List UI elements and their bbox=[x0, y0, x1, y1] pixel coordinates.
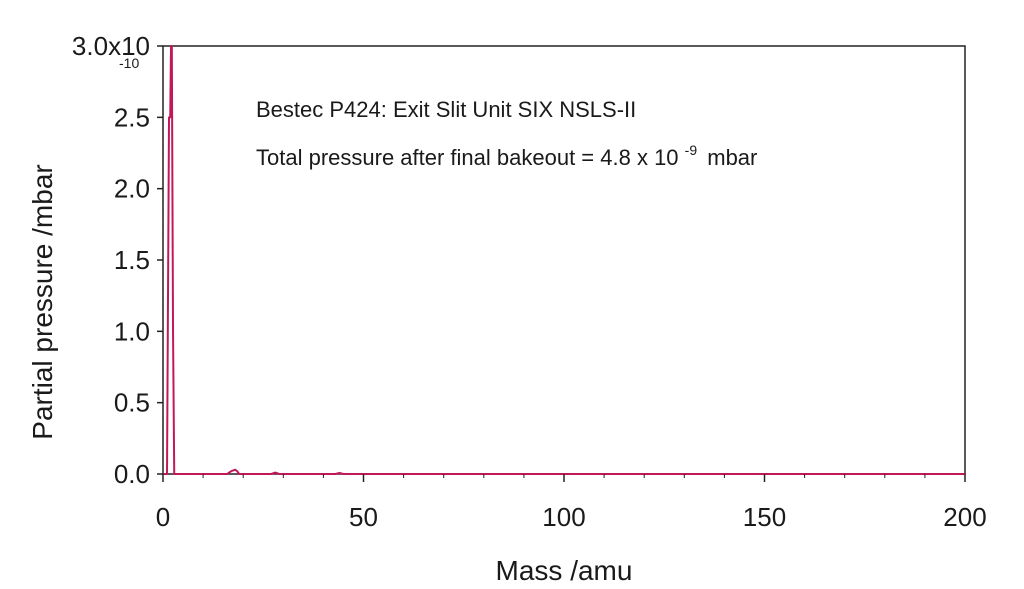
x-axis-title: Mass /amu bbox=[496, 555, 633, 586]
y-tick-label: 3.0x10 bbox=[72, 31, 150, 61]
annotation-pressure-unit: mbar bbox=[707, 145, 757, 170]
y-tick-label: 0.5 bbox=[114, 388, 150, 418]
y-tick-label: 0.0 bbox=[114, 459, 150, 489]
plot-frame bbox=[162, 45, 966, 475]
x-tick-label: 150 bbox=[743, 502, 786, 532]
y-axis: 0.0 0.5 1.0 1.5 2.0 2.5 3.0x10 bbox=[72, 31, 163, 489]
x-tick-label: 50 bbox=[349, 502, 378, 532]
spectrum-layer bbox=[163, 45, 965, 475]
spectrum-series-line bbox=[163, 45, 965, 475]
x-tick-label: 100 bbox=[542, 502, 585, 532]
y-exponent-label: -10 bbox=[119, 55, 139, 71]
y-axis-title: Partial pressure /mbar bbox=[27, 164, 58, 439]
y-tick-label: 1.5 bbox=[114, 245, 150, 275]
annotation-title: Bestec P424: Exit Slit Unit SIX NSLS-II bbox=[256, 97, 636, 122]
annotation-pressure-exponent: -9 bbox=[685, 142, 698, 158]
annotation-pressure-text: Total pressure after final bakeout = 4.8… bbox=[256, 145, 679, 170]
y-tick-label: 1.0 bbox=[114, 316, 150, 346]
annotation-total-pressure: Total pressure after final bakeout = 4.8… bbox=[256, 135, 757, 170]
x-tick-label: 0 bbox=[156, 502, 170, 532]
x-tick-label: 200 bbox=[943, 502, 986, 532]
x-axis: 0 50 100 150 200 bbox=[156, 474, 987, 532]
y-tick-label: 2.5 bbox=[114, 102, 150, 132]
y-tick-label: 2.0 bbox=[114, 174, 150, 204]
